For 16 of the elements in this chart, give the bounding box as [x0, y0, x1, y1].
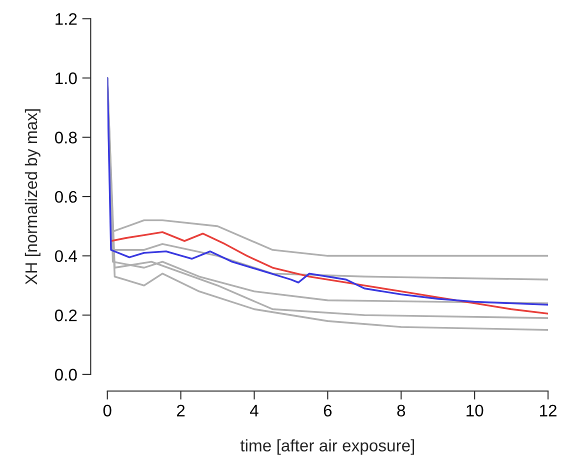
y-tick-label: 0.8	[54, 132, 77, 144]
x-axis-title: time [after air exposure]	[240, 439, 414, 455]
x-tick-label: 6	[324, 404, 332, 417]
y-tick-label: 0.6	[54, 190, 77, 203]
x-tick-label: 12	[540, 404, 556, 416]
x-tick-label: 2	[177, 404, 185, 416]
y-tick-label: 0.0	[54, 368, 77, 381]
y-axis-title: XH [normalized by max]	[24, 109, 40, 285]
x-tick-label: 0	[103, 404, 112, 417]
y-tick-label: 0.2	[54, 310, 77, 322]
y-tick-label: 1.2	[56, 13, 77, 25]
x-tick-label: 4	[250, 404, 258, 416]
y-tick-label: 0.4	[54, 250, 78, 262]
x-tick-label: 10	[466, 404, 484, 417]
x-tick-label: 8	[397, 404, 406, 417]
y-tick-label: 1.0	[56, 72, 77, 84]
